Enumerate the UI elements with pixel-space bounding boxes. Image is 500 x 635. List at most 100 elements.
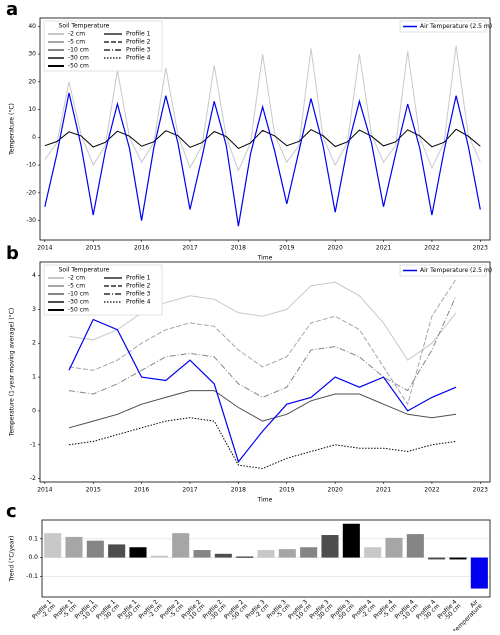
x-tick-label: 2018 — [231, 245, 246, 252]
legend-label: Profile 1 — [126, 31, 151, 38]
plot-frame — [39, 261, 491, 483]
legend-label: -2 cm — [68, 275, 85, 282]
bar — [385, 537, 403, 558]
legend-label: -10 cm — [68, 291, 89, 298]
y-tick-label: 40 — [28, 23, 36, 30]
x-tick-label: 2014 — [37, 487, 52, 494]
legend-label: -5 cm — [68, 39, 85, 46]
y-tick-label: 10 — [28, 106, 36, 113]
x-tick-label: 2021 — [376, 245, 391, 252]
series-line — [68, 417, 457, 470]
x-tick-label: 2014 — [37, 245, 52, 252]
x-tick-label: 2017 — [182, 487, 197, 494]
y-axis-label: Temperature (1-year moving average) (°C) — [9, 308, 16, 437]
x-tick-label: Air — [469, 598, 480, 609]
legend-label: -2 cm — [68, 31, 85, 38]
y-tick-label: 0.1 — [28, 535, 38, 542]
legend-box — [399, 264, 487, 277]
panel-label: b — [6, 243, 19, 264]
panel-label: c — [6, 501, 17, 522]
series-line — [68, 278, 457, 406]
legend-box — [399, 20, 487, 33]
x-tick-label: 2022 — [424, 487, 439, 494]
series-line — [68, 295, 457, 398]
bar — [150, 555, 168, 558]
legend-label: -30 cm — [68, 55, 89, 62]
x-tick-label: 2020 — [328, 245, 343, 252]
legend-label: Profile 2 — [126, 283, 151, 290]
x-tick-label: 2016 — [134, 487, 149, 494]
y-tick-label: -0.1 — [26, 573, 38, 580]
x-tick-label: 2018 — [231, 487, 246, 494]
x-axis-label: Time — [257, 255, 273, 262]
y-tick-label: -1 — [30, 441, 36, 448]
x-tick-label: 2015 — [86, 245, 101, 252]
y-tick-label: -20 — [26, 189, 36, 196]
plot-frame — [39, 17, 491, 241]
bar — [364, 547, 382, 558]
legend-label: Profile 4 — [126, 55, 151, 62]
bar — [44, 533, 62, 558]
y-tick-label: 1 — [32, 374, 36, 381]
bar — [86, 540, 104, 558]
y-tick-label: 30 — [28, 51, 36, 58]
plot-frame — [41, 519, 491, 598]
x-axis-label: Time — [257, 497, 273, 504]
bar — [321, 535, 339, 558]
y-tick-label: 0 — [32, 407, 36, 414]
bar — [470, 557, 488, 589]
legend-label: -30 cm — [68, 299, 89, 306]
x-tick-label: 2019 — [279, 245, 294, 252]
legend-title: Soil Temperature — [59, 23, 110, 30]
y-tick-label: -10 — [26, 162, 36, 169]
legend-label: -10 cm — [68, 47, 89, 54]
y-axis-label: Temperature (°C) — [9, 103, 16, 156]
bar — [257, 550, 275, 558]
bar — [65, 536, 83, 558]
panel-label: a — [6, 0, 18, 20]
y-tick-label: 0.0 — [28, 554, 38, 561]
x-tick-label: 2017 — [182, 245, 197, 252]
x-tick-label: 2023 — [473, 487, 488, 494]
y-tick-label: 2 — [32, 340, 36, 347]
bar — [108, 544, 126, 558]
bar — [428, 557, 446, 560]
x-tick-label: 2019 — [279, 487, 294, 494]
y-tick-label: 4 — [32, 272, 36, 279]
legend-label: Profile 1 — [126, 275, 151, 282]
legend-label: Profile 3 — [126, 47, 151, 54]
x-tick-label: 2020 — [328, 487, 343, 494]
bar — [449, 557, 467, 560]
legend-label: Profile 4 — [126, 299, 151, 306]
bar — [342, 523, 360, 558]
bar — [193, 550, 211, 558]
legend-label: Profile 2 — [126, 39, 151, 46]
y-tick-label: 0 — [32, 134, 36, 141]
y-tick-label: 3 — [32, 306, 36, 313]
bar — [172, 533, 190, 558]
legend-title: Soil Temperature — [59, 267, 110, 274]
legend-label: -50 cm — [68, 63, 89, 70]
x-tick-label: 2022 — [424, 245, 439, 252]
series-line — [44, 128, 481, 149]
legend-label: Profile 3 — [126, 291, 151, 298]
bar — [236, 556, 254, 558]
bar — [300, 547, 318, 558]
legend-box — [43, 264, 163, 316]
bar — [129, 547, 147, 558]
bar — [214, 553, 232, 558]
series-line — [44, 92, 481, 227]
x-tick-label: 2023 — [473, 245, 488, 252]
legend-label: -5 cm — [68, 283, 85, 290]
x-tick-label: 2016 — [134, 245, 149, 252]
legend-label: Air Temperature (2.5 m) — [420, 23, 492, 30]
y-axis-label: Trend (°C/year) — [9, 536, 16, 583]
x-tick-label: 2015 — [86, 487, 101, 494]
series-line — [68, 390, 457, 429]
legend-box — [43, 20, 163, 72]
series-line — [68, 281, 457, 361]
y-tick-label: -30 — [26, 217, 36, 224]
y-tick-label: 20 — [28, 78, 36, 85]
bar — [406, 534, 424, 558]
